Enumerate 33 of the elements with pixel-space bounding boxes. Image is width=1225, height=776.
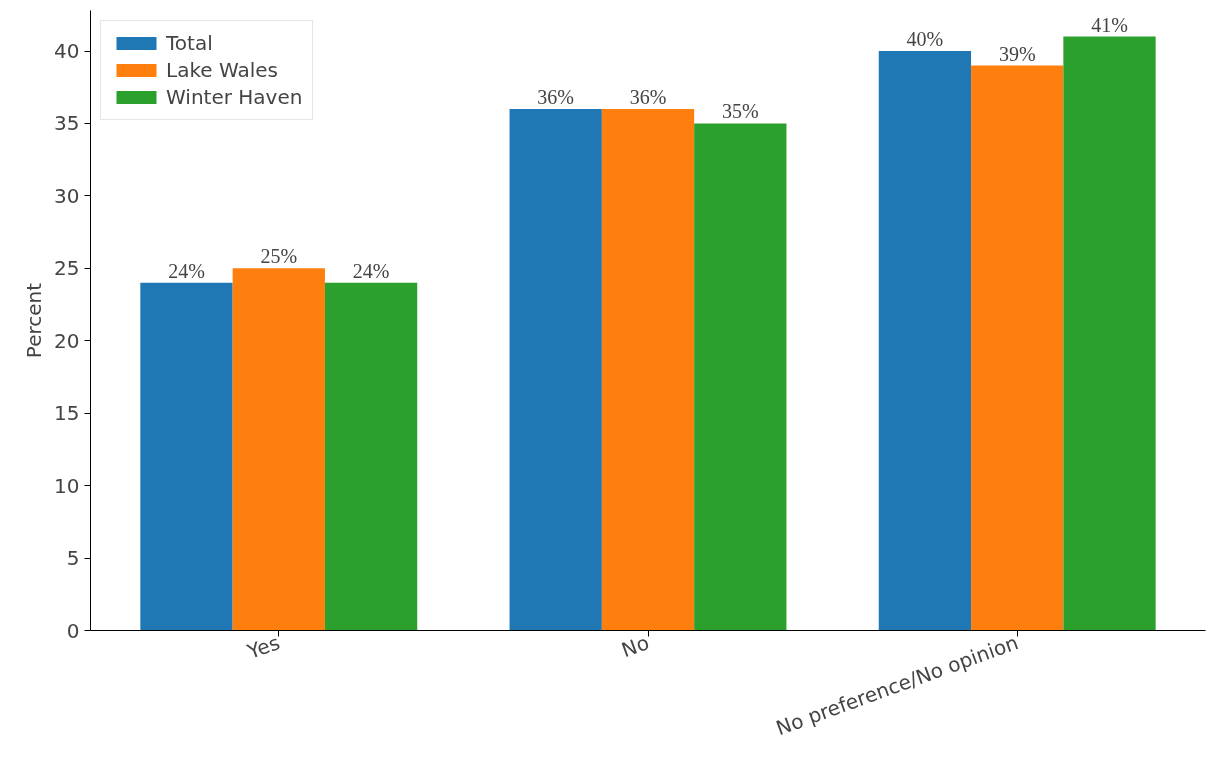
data-label: 39% [998,42,1036,65]
y-tick-label: 5 [66,546,80,571]
legend-label: Total [166,31,213,55]
data-label: 40% [906,28,944,51]
bar [509,109,602,631]
legend-label: Winter Haven [166,85,303,109]
bar [1063,36,1156,631]
legend-label: Lake Wales [166,58,278,82]
y-tick-label: 30 [54,183,80,208]
y-tick-label: 0 [66,618,80,643]
data-label: 36% [537,86,575,108]
data-label: 24% [168,259,205,282]
bar [140,282,233,631]
bar [694,123,787,631]
y-axis-title: Percent [22,282,47,359]
x-tick-label: Yes [243,630,283,665]
bar [601,109,695,631]
y-tick-label: 35 [54,111,80,136]
data-label: 41% [1091,13,1128,36]
y-tick-label: 25 [54,256,80,281]
bar [324,282,418,631]
bar [232,268,325,631]
data-label: 24% [352,259,390,282]
bar [878,51,972,631]
data-label: 36% [629,86,667,108]
y-tick-label: 15 [54,401,80,426]
x-tick-label: No [618,630,653,663]
bar [971,65,1064,631]
y-tick-label: 40 [54,39,80,64]
data-label: 35% [721,100,759,123]
data-label: 25% [260,245,298,268]
y-tick-label: 10 [54,473,80,498]
y-tick-label: 20 [54,328,80,353]
